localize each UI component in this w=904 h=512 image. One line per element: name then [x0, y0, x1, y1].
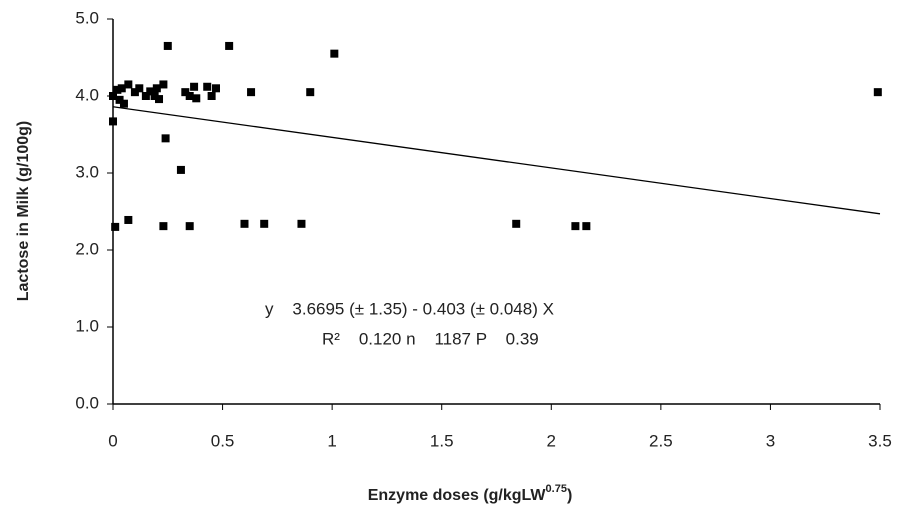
x-label-text: Enzyme doses (g/kgLW — [368, 487, 547, 504]
x-tick-label: 0 — [108, 431, 117, 450]
point — [192, 94, 201, 103]
x-tick-label: 3 — [766, 431, 775, 450]
point — [297, 219, 306, 228]
point — [141, 92, 150, 100]
point — [211, 84, 220, 93]
point — [207, 92, 216, 100]
x-tick-label: 2.5 — [649, 431, 673, 450]
point — [115, 95, 124, 104]
point — [176, 165, 185, 174]
y-tick-label: 3.0 — [75, 162, 99, 181]
point — [124, 215, 133, 224]
point — [124, 80, 133, 89]
point — [225, 41, 234, 50]
y-tick-label: 5.0 — [75, 8, 99, 27]
point — [150, 92, 159, 100]
point — [119, 99, 128, 108]
point — [185, 222, 194, 231]
point — [135, 84, 144, 93]
point — [190, 82, 199, 91]
x-tick-label: 0.5 — [211, 431, 235, 450]
point — [571, 222, 580, 231]
x-tick-label: 1.5 — [430, 431, 454, 450]
point — [582, 222, 591, 231]
point — [161, 134, 170, 143]
x-axis-label: Enzyme doses (g/kgLW0.75) — [368, 483, 573, 504]
y-axis-label: Lactose in Milk (g/100g) — [15, 121, 32, 301]
point — [306, 88, 315, 97]
trendline — [112, 106, 881, 215]
y-tick-label: 2.0 — [75, 239, 99, 258]
point — [152, 84, 161, 93]
point — [113, 85, 122, 94]
point — [109, 117, 117, 126]
point — [240, 219, 249, 228]
point — [111, 222, 120, 231]
point — [181, 88, 190, 97]
x-tick-label: 2 — [547, 431, 556, 450]
x-tick-label: 1 — [327, 431, 336, 450]
point — [185, 92, 194, 100]
point — [146, 87, 155, 96]
annotation: R² 0.120 n 1187 P 0.39 — [322, 329, 539, 348]
point — [130, 88, 139, 97]
point — [117, 84, 126, 93]
x-label-suffix: ) — [567, 487, 572, 504]
point — [159, 80, 168, 89]
y-tick-label: 4.0 — [75, 85, 99, 104]
point — [260, 219, 269, 228]
x-label-sup: 0.75 — [546, 483, 567, 495]
point — [512, 219, 521, 228]
x-tick-label: 3.5 — [868, 431, 892, 450]
annotation: y 3.6695 (± 1.35) - 0.403 (± 0.048) X — [265, 299, 554, 318]
point — [873, 88, 882, 97]
y-tick-label: 1.0 — [75, 316, 99, 335]
point — [247, 88, 256, 97]
point — [159, 222, 168, 231]
point — [163, 41, 172, 50]
point — [155, 95, 164, 104]
point — [330, 49, 339, 58]
point — [203, 82, 212, 91]
y-tick-label: 0.0 — [75, 393, 99, 412]
point — [109, 92, 117, 100]
